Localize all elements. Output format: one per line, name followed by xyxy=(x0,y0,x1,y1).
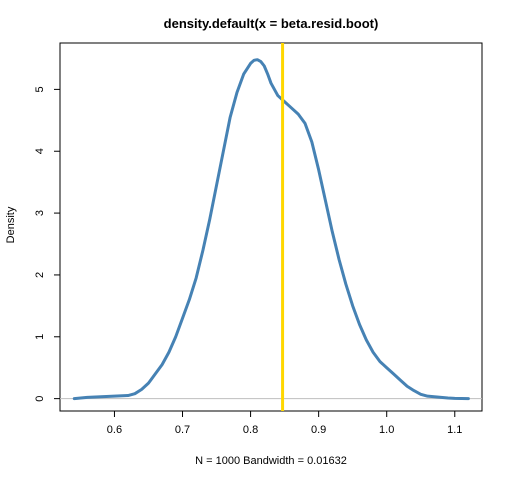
y-tick-label: 0 xyxy=(34,396,46,402)
density-curve xyxy=(72,58,470,401)
plot-area xyxy=(60,43,482,411)
x-axis: 0.6 0.7 0.8 0.9 1.0 1.1 xyxy=(107,410,462,436)
x-tick-label: 0.6 xyxy=(107,424,122,436)
x-tick-label: 0.9 xyxy=(311,424,326,436)
x-tick-label: 1.1 xyxy=(447,424,462,436)
plot-frame xyxy=(59,42,483,412)
x-tick-label: 0.8 xyxy=(243,424,258,436)
y-axis: 0 1 2 3 4 5 xyxy=(34,86,61,402)
x-tick-label: 0.7 xyxy=(175,424,190,436)
chart-title: density.default(x = beta.resid.boot) xyxy=(164,16,379,31)
y-tick-label: 5 xyxy=(34,86,46,92)
x-tick-label: 1.0 xyxy=(379,424,394,436)
y-tick-label: 3 xyxy=(34,210,46,216)
y-tick-label: 4 xyxy=(34,148,46,154)
x-axis-title: N = 1000 Bandwidth = 0.01632 xyxy=(195,455,347,467)
y-axis-title: Density xyxy=(5,206,17,243)
y-tick-label: 1 xyxy=(34,334,46,340)
y-tick-label: 2 xyxy=(34,272,46,278)
